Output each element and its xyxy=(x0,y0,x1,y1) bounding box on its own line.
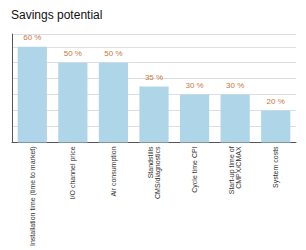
svg-text:Cycle time CPI: Cycle time CPI xyxy=(191,146,199,192)
svg-text:Standstills: Standstills xyxy=(147,146,154,178)
svg-text:30 %: 30 % xyxy=(226,81,244,90)
svg-text:Start-up time of: Start-up time of xyxy=(228,146,236,195)
svg-text:Savings potential: Savings potential xyxy=(11,8,102,22)
svg-text:Air consumption: Air consumption xyxy=(110,146,118,196)
svg-text:60 %: 60 % xyxy=(23,33,41,42)
svg-text:I/O channel price: I/O channel price xyxy=(69,146,77,199)
svg-text:Installation time (time to mar: Installation time (time to market) xyxy=(29,146,37,246)
svg-text:System costs: System costs xyxy=(272,146,280,188)
svg-text:35 %: 35 % xyxy=(145,73,163,82)
svg-text:30 %: 30 % xyxy=(185,81,203,90)
svg-text:50 %: 50 % xyxy=(64,49,82,58)
svg-text:CMPX/CMAX: CMPX/CMAX xyxy=(235,146,242,189)
svg-text:CMS/diagnostics: CMS/diagnostics xyxy=(154,146,162,199)
svg-text:20 %: 20 % xyxy=(267,97,285,106)
svg-text:50 %: 50 % xyxy=(104,49,122,58)
